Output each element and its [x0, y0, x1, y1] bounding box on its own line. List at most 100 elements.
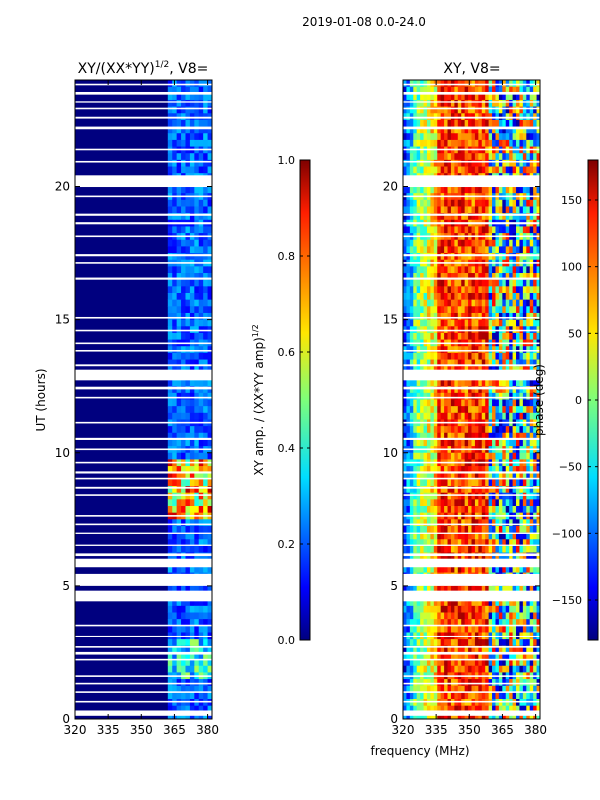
heatmap-cell: [430, 80, 435, 88]
heatmap-cell: [172, 519, 178, 527]
heatmap-cell: [529, 293, 534, 301]
heatmap-cell: [498, 199, 503, 207]
heatmap-cell: [454, 472, 459, 480]
heatmap-cell: [447, 466, 452, 474]
heatmap-cell: [416, 619, 421, 627]
flagged-ut-gap: [75, 235, 212, 238]
heatmap-cell: [172, 253, 178, 261]
heatmap-cell: [529, 612, 534, 620]
heatmap-cell: [437, 279, 442, 287]
heatmap-cell: [454, 206, 459, 214]
heatmap-cell: [498, 705, 503, 713]
heatmap-cell: [450, 106, 455, 114]
heatmap-cell: [512, 665, 517, 673]
heatmap-cell: [189, 119, 195, 127]
heatmap-cell: [474, 273, 479, 281]
flagged-ut-gap: [403, 691, 540, 693]
heatmap-cell: [495, 379, 500, 387]
heatmap-cell: [413, 199, 418, 207]
heatmap-cell: [176, 186, 182, 194]
heatmap-cell: [413, 565, 418, 573]
heatmap-cell: [194, 645, 200, 653]
heatmap-cell: [172, 432, 178, 440]
heatmap-cell: [502, 552, 507, 560]
heatmap-cell: [471, 93, 476, 101]
heatmap-cell: [203, 286, 208, 294]
heatmap-cell: [185, 352, 191, 360]
heatmap-cell: [426, 379, 431, 387]
heatmap-cell: [423, 619, 428, 627]
heatmap-cell: [471, 246, 476, 254]
heatmap-cell: [505, 266, 510, 274]
heatmap-cell: [194, 206, 200, 214]
heatmap-cell: [194, 612, 200, 620]
flagged-ut-gap: [403, 83, 540, 86]
heatmap-cell: [529, 685, 534, 693]
heatmap-cell: [516, 166, 520, 174]
heatmap-cell: [430, 486, 435, 494]
heatmap-cell: [172, 605, 178, 613]
heatmap-cell: [457, 306, 462, 314]
heatmap-cell: [181, 692, 186, 700]
heatmap-cell: [172, 246, 178, 254]
heatmap-cell: [478, 705, 483, 713]
heatmap-cell: [416, 246, 421, 254]
heatmap-cell: [450, 472, 455, 480]
heatmap-cell: [492, 392, 496, 400]
heatmap-cell: [447, 312, 452, 321]
heatmap-cell: [403, 679, 407, 687]
heatmap-cell: [440, 565, 445, 573]
heatmap-cell: [437, 186, 442, 194]
heatmap-cell: [403, 186, 407, 194]
heatmap-cell: [450, 492, 455, 500]
heatmap-cell: [426, 213, 431, 221]
heatmap-cell: [406, 705, 411, 713]
heatmap-cell: [444, 426, 448, 434]
heatmap-cell: [505, 605, 510, 613]
heatmap-cell: [481, 206, 486, 214]
heatmap-cell: [426, 452, 431, 460]
heatmap-cell: [423, 273, 428, 281]
heatmap-cell: [433, 359, 438, 367]
heatmap-cell: [406, 412, 411, 420]
heatmap-cell: [413, 472, 418, 480]
heatmap-cell: [167, 99, 173, 108]
heatmap-cell: [176, 466, 182, 474]
heatmap-cell: [176, 585, 182, 593]
heatmap-cell: [468, 499, 472, 507]
heatmap-cell: [423, 133, 428, 141]
heatmap-cell: [509, 439, 513, 447]
heatmap-cell: [461, 506, 466, 514]
heatmap-cell: [416, 639, 421, 647]
heatmap-cell: [492, 139, 496, 147]
heatmap-cell: [471, 679, 476, 687]
heatmap-cell: [526, 639, 531, 647]
heatmap-cell: [194, 99, 200, 108]
heatmap-cell: [492, 679, 496, 687]
heatmap-cell: [529, 153, 534, 161]
heatmap-cell: [502, 619, 507, 627]
heatmap-cell: [198, 239, 204, 247]
heatmap-cell: [498, 486, 503, 494]
heatmap-cell: [516, 399, 520, 407]
flagged-ut-gap: [75, 651, 212, 655]
heatmap-cell: [481, 86, 486, 94]
heatmap-cell: [533, 466, 537, 474]
heatmap-cell: [433, 679, 438, 687]
heatmap-cell: [194, 472, 200, 480]
heatmap-cell: [450, 379, 455, 387]
heatmap-cell: [468, 80, 472, 88]
heatmap-cell: [409, 279, 414, 287]
heatmap-cell: [481, 139, 486, 147]
heatmap-cell: [502, 532, 507, 540]
heatmap-cell: [403, 213, 407, 221]
heatmap-cell: [461, 552, 466, 560]
heatmap-cell: [450, 486, 455, 494]
heatmap-cell: [529, 246, 534, 254]
heatmap-cell: [447, 499, 452, 507]
heatmap-cell: [505, 126, 510, 134]
heatmap-cell: [420, 159, 424, 167]
heatmap-cell: [437, 545, 442, 553]
heatmap-cell: [416, 80, 421, 88]
heatmap-cell: [194, 506, 200, 514]
